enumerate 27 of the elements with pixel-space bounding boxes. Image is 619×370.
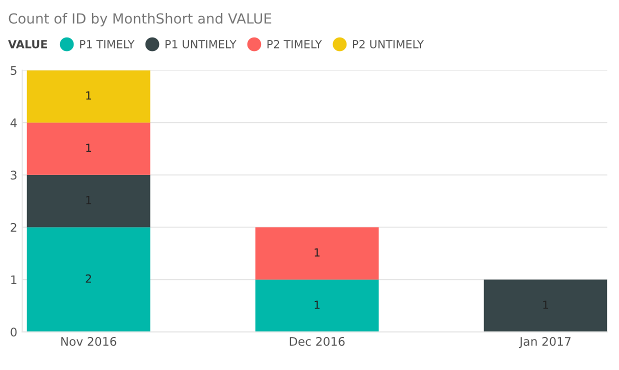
x-tick-label: Jan 2017 [518, 336, 571, 348]
bar [484, 280, 608, 332]
bar [255, 280, 379, 332]
chart-title: Count of ID by MonthShort and VALUE [8, 12, 272, 26]
bar [26, 227, 150, 332]
bar [26, 174, 150, 228]
data-label: 1 [314, 300, 320, 309]
y-tick-label: 0 [10, 328, 17, 337]
bar [26, 122, 150, 175]
data-label: 2 [86, 274, 91, 283]
legend-label: P2 TIMELY [268, 40, 322, 48]
legend-title: VALUE [8, 40, 47, 48]
x-tick-label: Dec 2016 [290, 336, 345, 346]
x-tick-label: Nov 2016 [61, 336, 116, 346]
y-tick-label: 2 [10, 222, 16, 232]
bar [26, 70, 150, 123]
y-tick-label: 5 [10, 66, 16, 75]
y-tick-label: 4 [10, 118, 17, 128]
data-label: 1 [314, 248, 320, 256]
legend-label: P1 TIMELY [80, 40, 135, 48]
legend-label: P1 UNTIMELY [166, 40, 236, 48]
bar [255, 227, 379, 280]
y-tick-label: 3 [10, 170, 16, 180]
data-label: 1 [86, 91, 92, 100]
data-label: 1 [86, 144, 92, 152]
y-tick-label: 1 [11, 275, 16, 284]
legend-label: P2 UNTIMELY [353, 40, 424, 48]
